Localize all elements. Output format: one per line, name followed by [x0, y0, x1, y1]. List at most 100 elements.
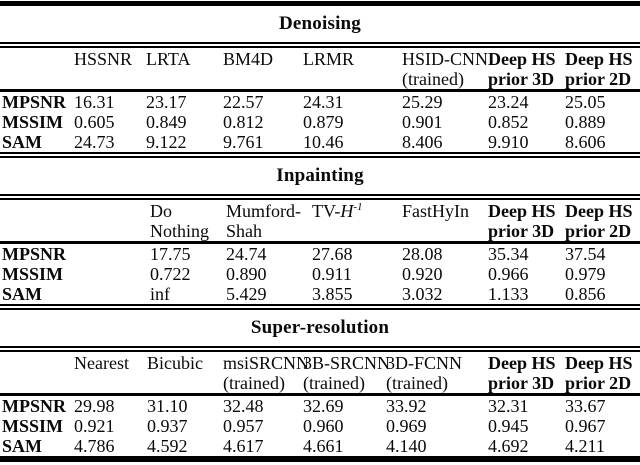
value-cell: 3.855 [312, 284, 353, 304]
value-cell: 16.31 [74, 92, 115, 112]
column-header-line2: (trained) [223, 373, 285, 393]
top-rule [0, 1, 640, 6]
column-header-inpainting-2: TV-H-1 [312, 200, 402, 244]
column-header-denoising-4: HSID-CNN (trained) [402, 48, 488, 92]
row-label: MPSNR [2, 92, 66, 112]
value-cell: 3.032 [402, 284, 443, 304]
column-header-denoising-6: Deep HS prior 2D [565, 48, 640, 92]
section-title-inpainting: Inpainting [276, 165, 364, 186]
value-cell: 0.901 [402, 112, 443, 132]
column-header-super-resolution-4: 3D-FCNN (trained) [386, 352, 488, 396]
value-cell: 24.31 [303, 92, 344, 112]
value-cell: 0.889 [565, 112, 606, 132]
table-row-sam: SAM inf 5.429 3.855 3.032 1.133 0.856 [0, 284, 640, 304]
table-row-mpsnr: MPSNR 29.98 31.10 32.48 32.69 33.92 32.31 33.67 [0, 395, 640, 417]
value-cell: 5.429 [226, 284, 267, 304]
double-rule [0, 346, 640, 352]
column-header-super-resolution-0: Nearest [74, 352, 147, 396]
column-header-line1: Deep HS [565, 201, 633, 221]
column-header-line1: HSSNR [74, 49, 133, 69]
value-cell: 23.24 [488, 92, 529, 112]
value-cell: 0.849 [146, 112, 187, 132]
value-cell: 8.406 [402, 132, 443, 152]
value-cell: 0.812 [223, 112, 264, 132]
denoising-table: HSSNR LRTA BM4D LRMR HSID-CNN (trained) Deep H… [0, 48, 640, 152]
table-row-sam: SAM 24.73 9.122 9.761 10.46 8.406 9.910 8.606 [0, 132, 640, 152]
value-cell: 4.661 [303, 436, 344, 456]
value-cell: 32.48 [223, 396, 264, 416]
value-cell: 31.10 [147, 396, 188, 416]
value-cell: 0.945 [488, 416, 529, 436]
column-header-line2: prior 2D [565, 69, 632, 89]
section-title-super-resolution: Super-resolution [250, 317, 390, 338]
row-label: SAM [2, 284, 42, 304]
value-cell: 4.786 [74, 436, 115, 456]
value-cell: 0.852 [488, 112, 529, 132]
column-header-line1: BM4D [223, 49, 274, 69]
value-cell: 0.967 [565, 416, 606, 436]
table-row-sam: SAM 4.786 4.592 4.617 4.661 4.140 4.692 4.211 [0, 436, 640, 456]
value-cell: 8.606 [565, 132, 606, 152]
value-cell: 9.122 [146, 132, 187, 152]
value-cell: 22.57 [223, 92, 264, 112]
column-header-line1: Deep HS [488, 201, 556, 221]
column-header-inpainting-0: Do Nothing [150, 200, 226, 244]
column-header-line1: Deep HS [488, 49, 556, 69]
row-label: MPSNR [2, 396, 66, 416]
column-header-line1: Mumford- [226, 201, 301, 221]
column-header-super-resolution-5: Deep HS prior 3D [488, 352, 565, 396]
bottom-rule [0, 456, 640, 462]
column-header-super-resolution-6: Deep HS prior 2D [565, 352, 640, 396]
column-header-inpainting-3: FastHyIn [402, 200, 488, 244]
value-cell: inf [150, 284, 170, 304]
column-header-denoising-2: BM4D [223, 48, 303, 92]
row-label: MSSIM [2, 112, 64, 132]
column-header-line2: (trained) [402, 69, 464, 89]
value-cell: 23.17 [146, 92, 187, 112]
column-header-line1: FastHyIn [402, 201, 469, 221]
column-header-line1: Do [150, 201, 172, 221]
table-row-mssim: MSSIM 0.722 0.890 0.911 0.920 0.966 0.979 [0, 264, 640, 284]
value-cell: 10.46 [303, 132, 344, 152]
column-header-super-resolution-1: Bicubic [147, 352, 223, 396]
value-cell: 37.54 [565, 244, 606, 264]
value-cell: 24.73 [74, 132, 115, 152]
column-header-denoising-5: Deep HS prior 3D [488, 48, 565, 92]
value-cell: 0.979 [565, 264, 606, 284]
value-cell: 17.75 [150, 244, 191, 264]
row-label: MSSIM [2, 264, 64, 284]
value-cell: 25.29 [402, 92, 443, 112]
column-header-line1: 3D-FCNN [386, 353, 463, 373]
double-rule [0, 304, 640, 310]
value-cell: 24.74 [226, 244, 267, 264]
double-rule [0, 42, 640, 48]
column-header-line1: Deep HS [565, 353, 633, 373]
column-header-inpainting-1: Mumford- Shah [226, 200, 312, 244]
value-cell: 0.960 [303, 416, 344, 436]
column-header-line1: Bicubic [147, 353, 203, 373]
column-header-line2: (trained) [386, 373, 448, 393]
value-cell: 4.140 [386, 436, 427, 456]
section-title-denoising: Denoising [278, 13, 362, 34]
row-label: SAM [2, 436, 42, 456]
value-cell: 4.617 [223, 436, 264, 456]
table-sections: Denoising HSSNR LRTA BM4D LRMR HSID-CNN (train… [0, 6, 640, 456]
value-cell: 32.31 [488, 396, 529, 416]
value-cell: 0.856 [565, 284, 606, 304]
row-label: MSSIM [2, 416, 64, 436]
value-cell: 0.722 [150, 264, 191, 284]
header-row: Do Nothing Mumford- Shah TV-H-1 FastHyIn Deep … [0, 200, 640, 244]
value-cell: 25.05 [565, 92, 606, 112]
column-header-line1: LRMR [303, 49, 355, 69]
column-header-line1: LRTA [146, 49, 191, 69]
value-cell: 0.969 [386, 416, 427, 436]
value-cell: 0.879 [303, 112, 344, 132]
column-header-line2: Nothing [150, 221, 210, 241]
value-cell: 27.68 [312, 244, 353, 264]
corner-cell [0, 352, 74, 396]
column-header-line2: prior 3D [488, 69, 555, 89]
table-row-mssim: MSSIM 0.605 0.849 0.812 0.879 0.901 0.852 0.889 [0, 112, 640, 132]
column-header-line1: 3B-SRCNN [303, 353, 391, 373]
value-cell: 0.966 [488, 264, 529, 284]
column-header-line1: Deep HS [565, 49, 633, 69]
